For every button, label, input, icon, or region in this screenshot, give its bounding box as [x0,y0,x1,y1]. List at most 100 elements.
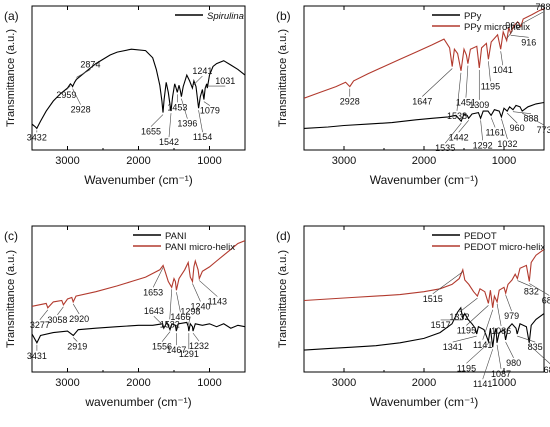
peak-label: 966 [505,21,520,31]
annotation-leader [168,113,172,138]
annotation-leader [199,280,218,297]
annotation-leader [72,88,81,105]
panel-c: 3000 2000 1000 wavenumber (cm⁻¹) Transmittan… [4,225,246,409]
annotation-leader [458,120,469,133]
peak-label: 835 [528,342,543,352]
peak-label: 1467 [166,345,186,355]
legend-label: PPy micro-helix [464,22,530,33]
annotation-leader [517,280,532,287]
peak-label: 1161 [485,127,504,137]
annotation-leader [459,297,478,313]
annotation-leader [482,349,494,380]
peak-label: 685 [544,365,550,375]
peak-label: 1141 [473,340,492,350]
annotation-leader [432,271,463,295]
peak-label: 1442 [449,132,469,142]
peak-label: 2928 [71,105,91,115]
x-tick-label: 2000 [126,155,150,167]
annotation-leader [422,68,453,97]
annotation-leader [506,30,513,39]
legend-label: PPy [464,11,482,22]
annotation-leader [501,118,508,139]
peak-label: 1298 [180,307,200,317]
annotation-leader [512,111,531,114]
peak-label: 1195 [457,363,476,373]
legend-label: Spirulina [207,11,244,22]
peak-label: 1535 [435,143,455,153]
peak-label: 1240 [190,301,210,311]
peak-label: 1643 [144,306,164,316]
peak-label: 773 [537,125,550,135]
annotation-leader [161,331,171,342]
annotation-leader [496,344,502,369]
peak-label: 3432 [27,132,47,142]
peak-label: 980 [506,358,521,368]
series-line [304,8,544,99]
peak-label: 916 [521,37,536,47]
peak-label: 3058 [47,315,67,325]
peak-label: 1451 [456,98,476,108]
peak-label: 979 [504,311,519,321]
peak-label: 3431 [27,351,47,361]
x-tick-label: 3000 [55,377,79,389]
annotation-leader [505,341,514,359]
peak-label: 2959 [56,90,76,100]
peak-label: 1466 [170,312,190,322]
annotation-leader [152,267,164,288]
annotation-leader [192,332,200,342]
panel-d: 3000 2000 1000 Wavenumber (cm⁻¹) Transmittan… [276,225,550,409]
annotation-leader [203,101,211,106]
annotation-leader [192,283,201,302]
peak-label: 2874 [80,59,100,69]
peak-label: 1309 [469,100,489,110]
x-tick-label: 3000 [332,377,356,389]
x-tick-label: 1000 [492,377,516,389]
annotation-leader [153,315,165,327]
annotation-leader [188,316,191,325]
annotation-leader [466,305,489,326]
peak-label: 1086 [491,326,511,336]
series-line [304,306,544,351]
peak-label: 3277 [30,320,50,330]
annotation-leader [480,120,483,141]
peak-label: 1032 [497,139,517,149]
peak-label: 1655 [141,127,161,137]
peak-label: 1341 [443,342,463,352]
y-axis-label: Transmittance (a.u.) [277,29,289,127]
peak-label: 1195 [457,325,476,335]
x-axis-label: Wavenumber (cm⁻¹) [370,395,479,409]
annotation-leader [510,35,529,38]
peak-label: 1079 [200,106,220,116]
annotation-leader [517,335,536,343]
x-axis-label: Wavenumber (cm⁻¹) [84,173,193,187]
peak-label: 1292 [473,140,493,150]
peak-label: 1232 [189,341,209,351]
annotation-leader [505,295,512,312]
peak-label: 1653 [143,287,163,297]
peak-label: 1515 [423,294,443,304]
peak-label: 1087 [491,369,511,379]
peak-label: 684 [542,295,550,305]
y-axis-label: Transmittance (a.u.) [5,29,17,127]
annotation-leader [72,303,80,315]
series-line [32,48,245,130]
plot-frame [31,5,246,151]
x-tick-label: 2000 [412,155,436,167]
x-tick-label: 3000 [332,155,356,167]
peak-label: 1396 [177,119,197,129]
annotation-leader [192,75,203,87]
peak-label: 1453 [167,102,187,112]
annotation-leader [520,11,544,25]
annotation-leader [39,309,49,320]
peak-label: 2919 [67,342,87,352]
x-tick-label: 1000 [492,155,516,167]
peak-label: 888 [523,114,538,124]
legend-label: PANI [165,231,186,242]
legend-label: PEDOT micro-helix [464,242,545,253]
legend-label: PANI micro-helix [165,242,235,253]
panel-b: 3000 2000 1000 Wavenumber (cm⁻¹) Transmittan… [276,2,550,187]
peak-label: 1143 [208,297,227,307]
peak-label: 1154 [193,132,212,142]
peak-label: 1241 [192,66,212,76]
x-tick-label: 1000 [197,377,221,389]
